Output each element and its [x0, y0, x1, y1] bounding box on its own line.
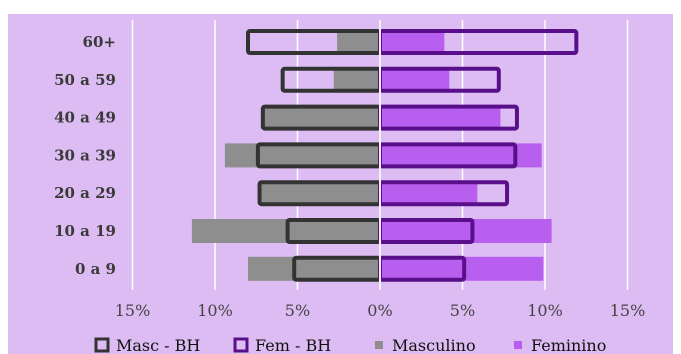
- bar-feminino: [380, 30, 445, 54]
- x-tick-label: 15%: [115, 301, 151, 320]
- legend-swatch: [94, 337, 110, 353]
- category-label: 0 a 9: [75, 260, 116, 278]
- bar-masculino: [224, 143, 380, 168]
- legend-label: Feminino: [531, 336, 606, 354]
- category-label: 40 a 49: [54, 109, 116, 127]
- legend-swatch: [514, 341, 522, 349]
- bar-masculino: [337, 30, 380, 54]
- legend-label: Masc - BH: [116, 336, 200, 354]
- bar-masculino: [248, 256, 380, 281]
- bar-feminino: [380, 67, 450, 92]
- outline-bars: [246, 20, 579, 290]
- x-tick-label: 0%: [367, 301, 392, 320]
- x-tick-label: 10%: [527, 301, 563, 320]
- x-tick-labels: 15% 10% 5% 0% 5% 10% 15%: [115, 301, 646, 320]
- bar-masculino: [333, 67, 380, 92]
- legend-label: Masculino: [392, 336, 476, 354]
- category-label: 50 a 59: [54, 71, 116, 89]
- legend-label: Fem - BH: [255, 336, 331, 354]
- category-label: 60+: [83, 33, 116, 51]
- x-tick-label: 5%: [285, 301, 310, 320]
- x-tick-label: 15%: [610, 301, 646, 320]
- category-label: 10 a 19: [54, 222, 116, 240]
- legend: Masc - BH Fem - BH Masculino Feminino: [94, 336, 606, 354]
- bar-feminino: [380, 143, 542, 168]
- bar-feminino: [380, 219, 552, 243]
- category-label: 30 a 39: [54, 146, 116, 164]
- bar-feminino: [380, 181, 478, 206]
- bar-feminino: [380, 256, 544, 281]
- x-tick-label: 10%: [197, 301, 233, 320]
- bar-masculino: [262, 105, 380, 130]
- category-labels: 60+ 50 a 59 40 a 49 30 a 39 20 a 29 10 a 19 0 …: [54, 33, 116, 278]
- bar-feminino: [380, 105, 501, 130]
- bar-masculino: [259, 181, 380, 206]
- filled-bars: [191, 30, 552, 281]
- category-label: 20 a 29: [54, 184, 116, 202]
- x-tick-label: 5%: [450, 301, 475, 320]
- legend-swatch: [375, 341, 383, 349]
- legend-swatch: [233, 337, 249, 353]
